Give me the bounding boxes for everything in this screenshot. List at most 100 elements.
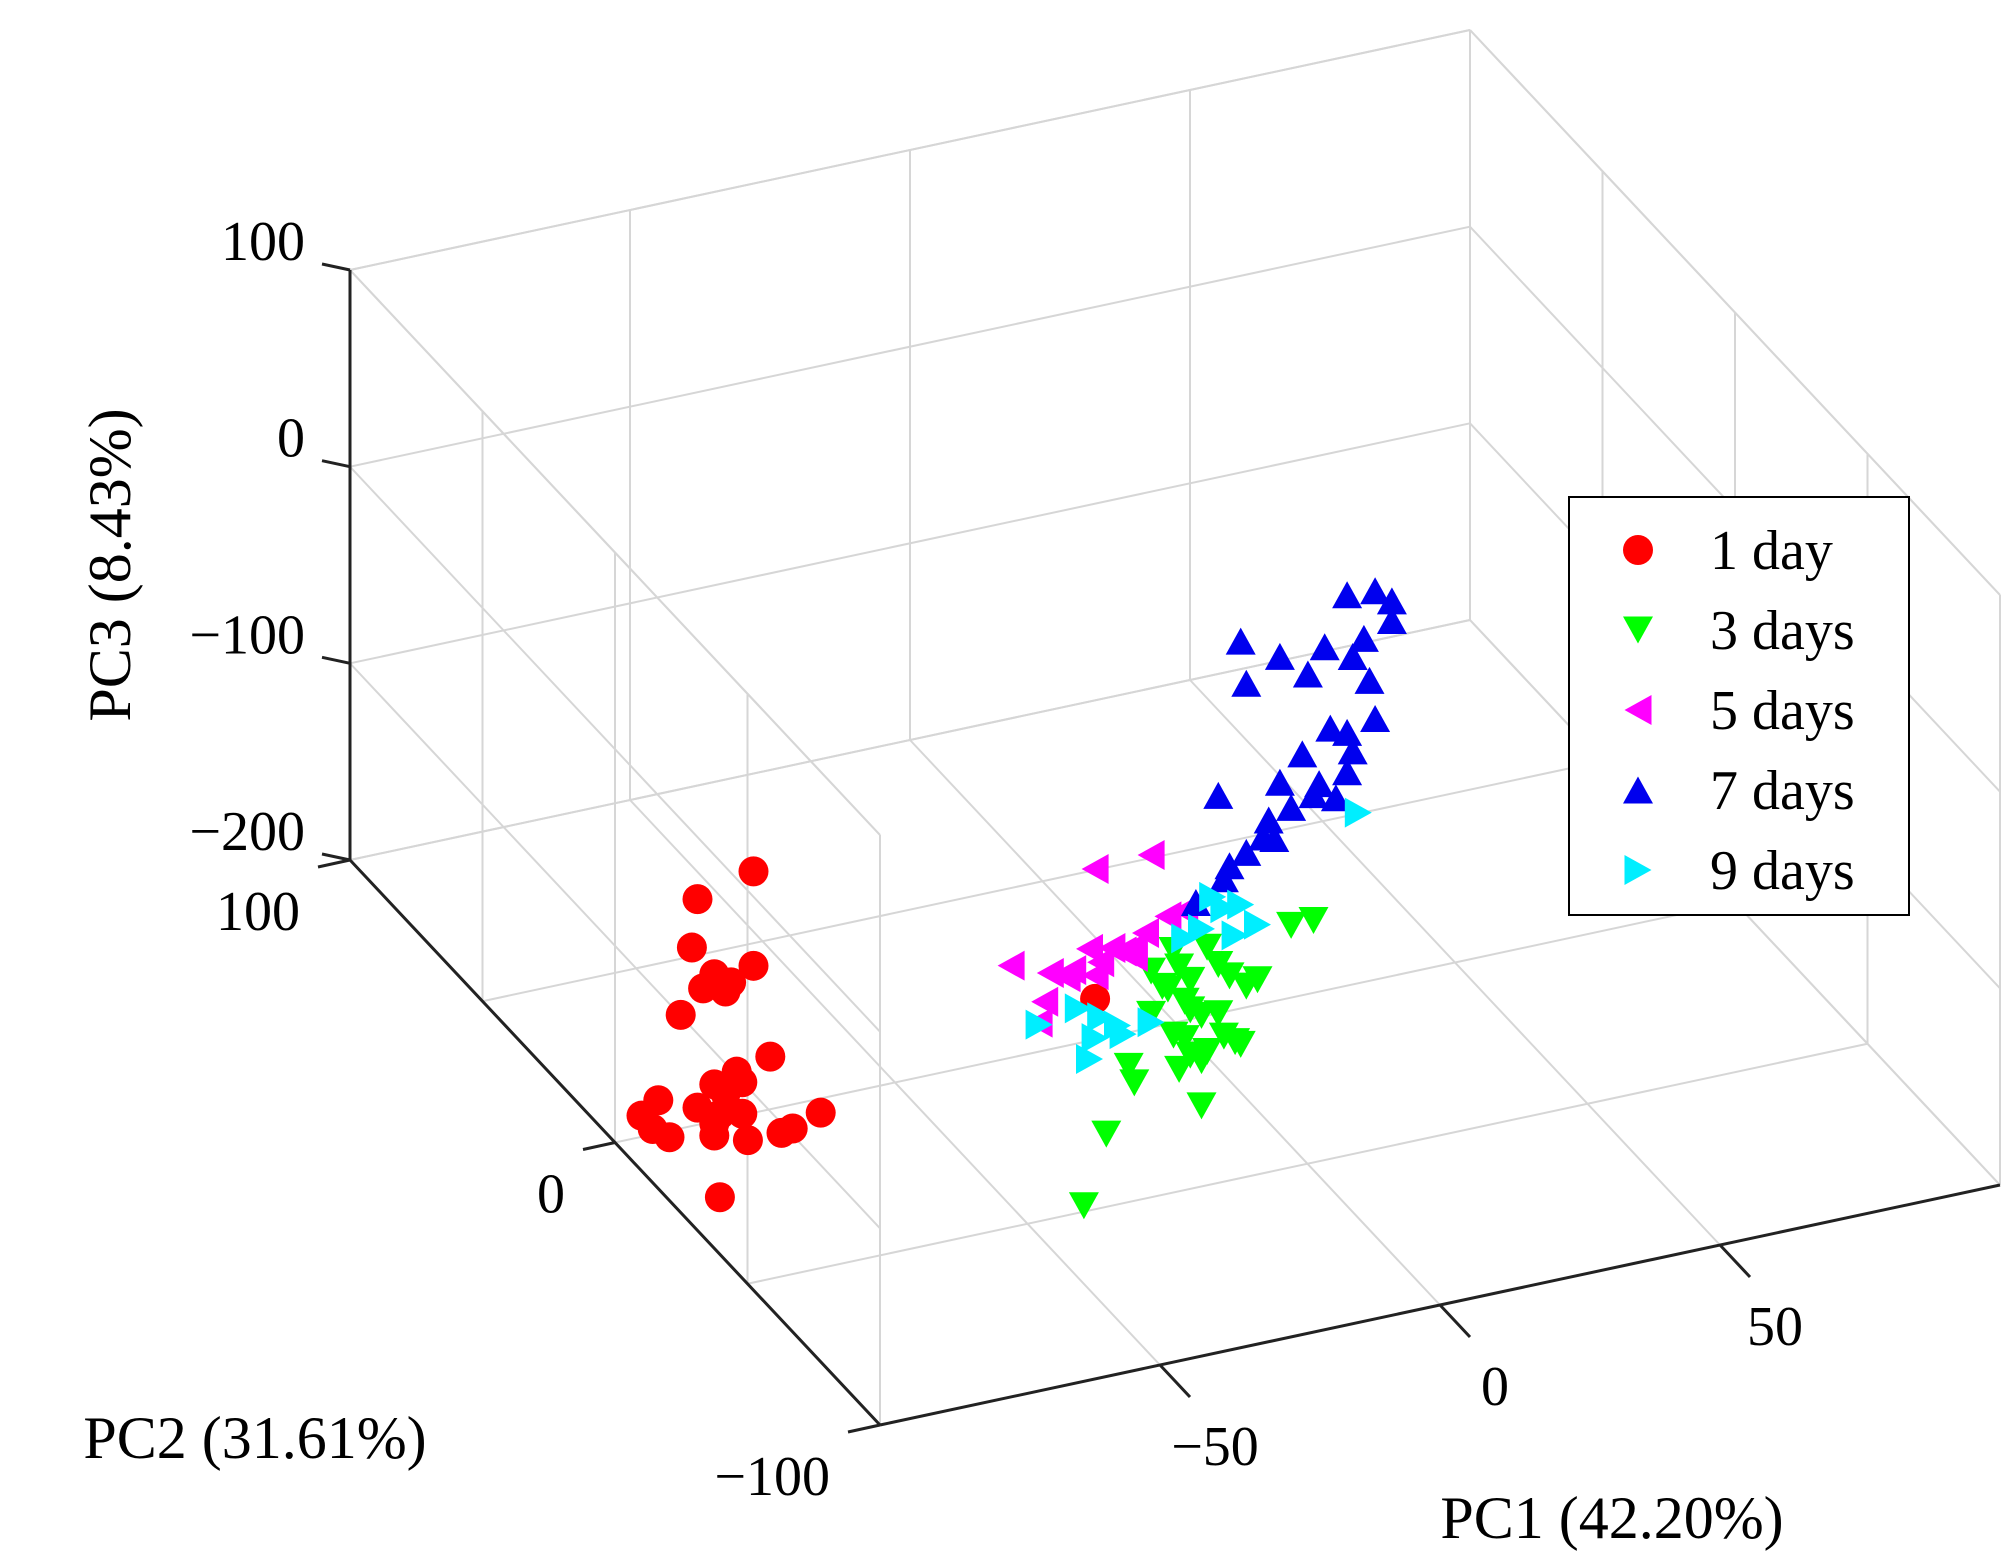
z-tick [321,459,351,469]
legend-label-1-day: 1 day [1710,520,1833,582]
point-7-days [1292,660,1323,688]
point-7-days [1337,642,1368,670]
z-tick [321,852,351,862]
point-1-day [665,999,696,1030]
point-7-days [1320,784,1351,812]
y-tick-label: 100 [216,881,300,943]
point-9-days [1188,913,1215,944]
box-top-edge [349,29,1471,271]
x-tick-label: 0 [1481,1356,1509,1418]
z-tick [321,262,351,272]
point-7-days [1332,581,1363,609]
point-1-day [710,976,741,1007]
legend-marker-5-days [1624,695,1652,725]
z-axis-title: PC3 (8.43%) [77,408,143,721]
x-tick [1438,1303,1472,1339]
point-7-days [1332,718,1363,746]
z-tick-label: −200 [189,801,305,863]
point-1-day [699,1069,730,1100]
point-3-days [1192,933,1223,961]
point-7-days [1360,705,1391,733]
legend-marker-3-days [1623,616,1653,644]
point-5-days [997,950,1025,981]
legend-label-9-days: 9 days [1710,840,1855,902]
point-7-days [1264,642,1295,670]
point-7-days [1348,624,1379,652]
point-1-day [654,1122,685,1153]
z-tick-label: 0 [277,408,305,470]
legend-marker-7-days [1623,776,1653,804]
back-wall-grid-line [349,422,1471,665]
y-tick-label: −100 [714,1446,830,1508]
point-3-days [1068,1192,1099,1220]
point-9-days [1171,923,1199,954]
point-7-days [1231,838,1262,866]
point-7-days [1203,781,1234,809]
point-7-days [1360,577,1391,605]
point-5-days [1076,933,1103,964]
point-3-days [1242,966,1273,994]
point-9-days [1210,893,1238,924]
legend-markers [1623,535,1653,885]
legend-box [1568,496,1910,916]
point-7-days [1253,806,1284,834]
x-tick [1158,1363,1192,1399]
y-tick [847,1423,881,1434]
point-3-days [1113,1052,1144,1080]
point-5-days [1120,941,1148,972]
point-3-days [1225,1030,1256,1058]
y-tick-label: 0 [537,1164,565,1226]
point-3-days [1298,907,1329,935]
point-3-days [1175,966,1206,994]
point-3-days [1091,1120,1122,1148]
left-wall-grid-line [349,465,881,1033]
point-5-days [1154,901,1182,932]
point-7-days [1332,758,1363,786]
point-7-days [1248,823,1279,851]
point-1-day [699,1120,730,1151]
z-tick [321,655,351,665]
point-3-days [1152,975,1183,1003]
x-tick [1718,1243,1752,1279]
point-5-days [1132,917,1159,948]
point-1-day [688,973,719,1004]
point-1-day [755,1041,786,1072]
y-tick [582,1141,616,1151]
y-axis-title: PC2 (31.61%) [83,1405,426,1471]
point-9-days [1344,797,1372,828]
x-tick-label: 50 [1747,1296,1803,1358]
point-9-days [1221,920,1249,951]
point-7-days [1276,793,1307,821]
point-9-days [1064,993,1092,1024]
floor-grid-line [747,1042,1868,1285]
point-7-days [1231,669,1262,697]
legend-marker-9-days [1624,855,1652,885]
point-5-days [1036,958,1064,989]
box-top-edge [1469,29,2001,596]
point-9-days [1025,1009,1053,1040]
data-points [626,577,1407,1220]
x-axis-title: PC1 (42.20%) [1440,1485,1783,1551]
x-tick-label: −50 [1171,1416,1259,1478]
point-1-day [682,884,713,915]
point-3-days [1169,1025,1200,1053]
point-1-day [727,1067,758,1098]
point-9-days [1137,1007,1165,1038]
point-9-days [1087,1002,1115,1033]
point-7-days [1354,666,1385,694]
point-3-days [1186,1047,1217,1075]
point-1-day [676,932,707,963]
y-tick [317,858,351,869]
point-3-days [1136,1000,1167,1028]
back-wall-grid-line [349,225,1471,468]
point-3-days [1203,1000,1234,1028]
point-3-days [1164,1055,1195,1083]
point-9-days [1081,1023,1109,1054]
point-5-days [1081,854,1109,885]
point-9-days [1109,1019,1137,1050]
point-5-days [1053,962,1081,993]
point-3-days [1214,962,1245,990]
point-7-days [1208,865,1239,893]
legend-marker-1-day [1623,535,1653,565]
